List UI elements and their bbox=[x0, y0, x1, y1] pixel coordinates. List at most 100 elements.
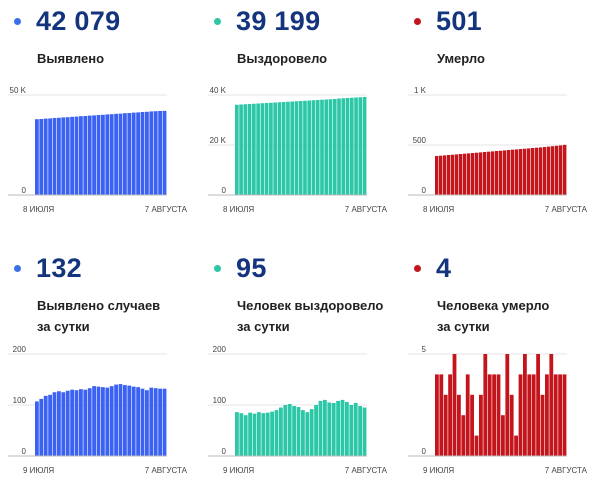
y-tick-label: 0 bbox=[422, 447, 427, 456]
bar bbox=[294, 101, 299, 195]
x-tick-label-end: 7 АВГУСТА bbox=[145, 466, 188, 475]
bar bbox=[48, 394, 52, 456]
bar bbox=[349, 405, 354, 456]
bar bbox=[545, 374, 549, 456]
y-tick-label: 0 bbox=[22, 447, 27, 456]
bar bbox=[331, 402, 336, 456]
bar bbox=[519, 149, 523, 195]
bar bbox=[96, 386, 101, 456]
bar bbox=[362, 97, 367, 195]
bar bbox=[274, 410, 279, 456]
bar bbox=[496, 374, 501, 456]
bar bbox=[283, 405, 288, 456]
bar bbox=[74, 390, 79, 456]
bar bbox=[451, 154, 455, 195]
status-dot bbox=[414, 265, 421, 272]
stat-label: Выявлено bbox=[37, 48, 104, 69]
bar bbox=[443, 155, 447, 195]
bar bbox=[265, 412, 270, 456]
bar bbox=[298, 101, 303, 195]
bar bbox=[70, 389, 74, 456]
bar bbox=[457, 394, 461, 456]
bar bbox=[239, 104, 243, 195]
bar bbox=[447, 155, 451, 195]
bar bbox=[311, 100, 316, 195]
bar bbox=[452, 354, 457, 456]
y-tick-label: 5 bbox=[422, 345, 427, 354]
bar bbox=[463, 153, 467, 195]
bar bbox=[523, 148, 527, 195]
stat-label-line: за сутки bbox=[237, 319, 290, 334]
stat-value: 132 bbox=[36, 253, 82, 283]
bar bbox=[547, 146, 551, 195]
status-dot bbox=[14, 265, 21, 272]
bar bbox=[435, 374, 439, 456]
y-tick-label: 0 bbox=[22, 186, 27, 195]
stat-label-line: Выявлено bbox=[37, 51, 105, 66]
bar bbox=[474, 435, 479, 456]
y-tick-label: 20 K bbox=[210, 136, 227, 145]
bar bbox=[527, 148, 531, 195]
bar bbox=[65, 117, 70, 195]
bar bbox=[140, 112, 145, 195]
bar bbox=[540, 394, 545, 456]
bar bbox=[555, 145, 559, 195]
bar bbox=[286, 101, 290, 195]
status-dot bbox=[414, 18, 421, 25]
bar bbox=[87, 115, 92, 195]
bar bbox=[483, 354, 488, 456]
bar bbox=[281, 102, 286, 195]
bar bbox=[491, 151, 495, 195]
bar bbox=[239, 413, 244, 456]
bar bbox=[479, 394, 483, 456]
bar bbox=[149, 111, 154, 195]
stat-label-line: Умерло bbox=[437, 51, 485, 66]
bar bbox=[501, 415, 505, 456]
bar bbox=[523, 354, 527, 456]
stat-label: Выявлено случаев за сутки bbox=[37, 295, 160, 337]
bar bbox=[269, 102, 273, 195]
bar bbox=[252, 413, 257, 456]
detected-card: 42 079 Выявлено 50 K 0 8 ИЮЛЯ 7 АВГУСТА bbox=[0, 0, 200, 246]
bar bbox=[455, 154, 459, 195]
bar bbox=[439, 155, 443, 195]
bar bbox=[328, 99, 333, 195]
bar bbox=[435, 156, 439, 195]
bar bbox=[109, 114, 114, 195]
bar bbox=[153, 111, 158, 195]
stat-label: Умерло bbox=[437, 48, 485, 69]
bar bbox=[257, 412, 261, 456]
bar bbox=[507, 150, 511, 195]
bar bbox=[105, 387, 110, 456]
bar bbox=[123, 385, 127, 456]
bar bbox=[505, 354, 510, 456]
stat-label: Человек выздоровело за сутки bbox=[237, 295, 383, 337]
bar bbox=[511, 149, 515, 195]
bar bbox=[96, 115, 101, 195]
bar bbox=[353, 402, 358, 456]
bar bbox=[345, 98, 350, 195]
bar bbox=[345, 401, 349, 456]
x-tick-label-end: 7 АВГУСТА bbox=[145, 205, 188, 214]
bar bbox=[270, 411, 274, 456]
bar bbox=[358, 97, 363, 195]
stat-label-line: Человек выздоровело bbox=[237, 298, 384, 313]
bar bbox=[324, 99, 329, 195]
stat-label-line: за сутки bbox=[37, 319, 90, 334]
x-tick-label-start: 9 ИЮЛЯ bbox=[423, 466, 454, 475]
x-tick-label-end: 7 АВГУСТА bbox=[545, 466, 588, 475]
bar bbox=[349, 97, 354, 195]
bar bbox=[535, 147, 539, 195]
bar bbox=[83, 116, 88, 195]
bar bbox=[499, 150, 503, 195]
bar bbox=[301, 410, 305, 456]
bar-chart: 1 K 500 0 8 ИЮЛЯ 7 АВГУСТА bbox=[408, 87, 588, 214]
bar bbox=[123, 113, 127, 195]
bar bbox=[43, 395, 48, 456]
bar bbox=[318, 400, 323, 456]
stat-label-line: за сутки bbox=[437, 319, 490, 334]
bar bbox=[57, 391, 61, 456]
bar bbox=[273, 102, 277, 195]
bar bbox=[475, 152, 479, 195]
